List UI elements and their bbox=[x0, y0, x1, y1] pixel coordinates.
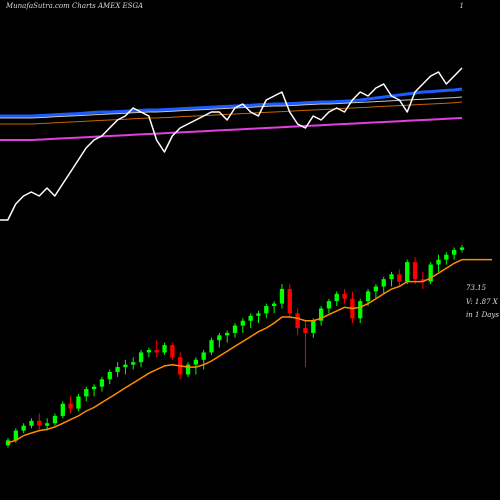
candle bbox=[170, 342, 175, 360]
candle bbox=[452, 247, 457, 260]
candle bbox=[154, 340, 159, 358]
candle bbox=[225, 330, 230, 343]
candle bbox=[201, 350, 206, 370]
series-line-white_price bbox=[0, 67, 463, 221]
series-line-blue_ma bbox=[0, 87, 463, 118]
candle bbox=[232, 323, 238, 338]
candle bbox=[334, 291, 339, 307]
candle bbox=[123, 359, 128, 375]
header-marker: 1 bbox=[459, 2, 464, 10]
candle bbox=[240, 318, 245, 333]
candle bbox=[381, 276, 386, 294]
series-line-white_thin_ma bbox=[0, 96, 463, 119]
candle bbox=[146, 347, 152, 358]
candle bbox=[287, 284, 292, 319]
candle bbox=[436, 254, 441, 272]
candle bbox=[295, 308, 300, 336]
candle bbox=[271, 301, 277, 314]
candle bbox=[405, 259, 410, 285]
candle bbox=[358, 298, 363, 324]
price-label: 73.15 bbox=[466, 284, 487, 292]
volume-label: V: 1.87 X bbox=[466, 298, 498, 306]
price-ema bbox=[7, 259, 463, 444]
candle bbox=[326, 298, 332, 314]
series-line-magenta_ma bbox=[0, 117, 463, 141]
candle bbox=[162, 342, 167, 355]
candle bbox=[68, 396, 73, 414]
candle bbox=[342, 288, 347, 304]
candle bbox=[256, 310, 261, 324]
candle bbox=[91, 384, 97, 397]
period-label: in 1 Days bbox=[466, 311, 499, 319]
candle bbox=[444, 252, 449, 265]
candle bbox=[389, 271, 394, 287]
candle bbox=[99, 376, 105, 392]
candle bbox=[29, 418, 34, 429]
candle bbox=[279, 284, 285, 309]
candle bbox=[428, 262, 433, 285]
candle bbox=[303, 320, 308, 368]
candle bbox=[84, 386, 89, 402]
candle bbox=[138, 350, 144, 368]
indicator-lines bbox=[0, 67, 463, 221]
candle bbox=[318, 306, 324, 326]
candle bbox=[412, 257, 418, 285]
candle bbox=[373, 284, 379, 299]
candle bbox=[350, 291, 355, 324]
candle bbox=[217, 332, 222, 348]
candle bbox=[52, 413, 58, 426]
candle bbox=[76, 393, 81, 412]
candle bbox=[193, 357, 199, 375]
candle bbox=[37, 413, 42, 431]
candle bbox=[60, 401, 65, 419]
candle bbox=[420, 271, 426, 289]
candle bbox=[115, 362, 120, 377]
candle bbox=[21, 423, 26, 434]
chart-title: MunafaSutra.com Charts AMEX ESGA bbox=[6, 2, 144, 10]
candle bbox=[311, 318, 316, 338]
candle bbox=[397, 269, 402, 287]
candle bbox=[44, 418, 50, 431]
candle bbox=[459, 245, 465, 253]
candle bbox=[264, 303, 269, 319]
candle bbox=[248, 313, 253, 329]
candle bbox=[131, 357, 136, 370]
series-line-ema bbox=[7, 259, 463, 444]
candle bbox=[185, 362, 191, 377]
candle bbox=[107, 369, 112, 385]
candlesticks bbox=[5, 245, 465, 448]
candle bbox=[209, 337, 214, 355]
